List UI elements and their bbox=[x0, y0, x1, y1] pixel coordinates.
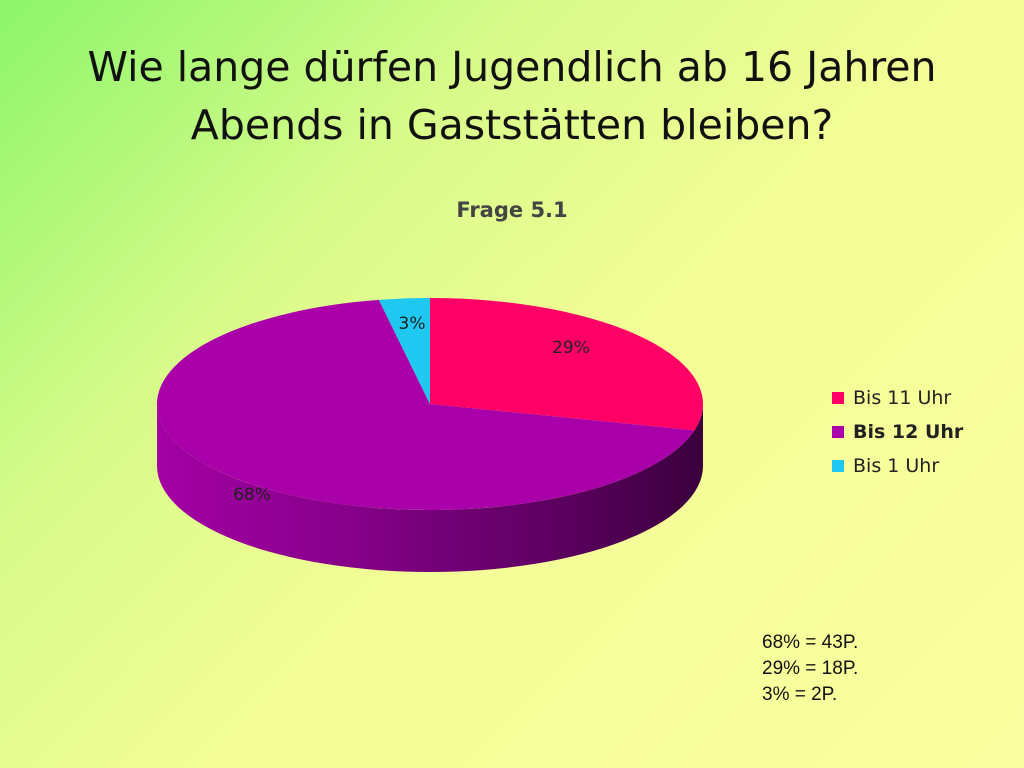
slide-title-line-2: Abends in Gaststätten bleiben? bbox=[190, 101, 834, 149]
note-line: 3% = 2P. bbox=[762, 684, 838, 705]
pie-slice-bis-1-uhr bbox=[378, 298, 430, 404]
legend-swatch bbox=[832, 426, 844, 438]
data-label-bis-1-uhr: 3% bbox=[399, 314, 426, 334]
legend-label: Bis 1 Uhr bbox=[853, 455, 940, 477]
legend-item-bis-12-uhr: Bis 12 Uhr bbox=[832, 415, 963, 449]
slide-title-line-1: Wie lange dürfen Jugendlich ab 16 Jahren bbox=[87, 43, 937, 91]
pie-slice-bis-12-uhr bbox=[156, 299, 695, 510]
legend-item-bis-1-uhr: Bis 1 Uhr bbox=[832, 449, 963, 483]
legend-item-bis-11-uhr: Bis 11 Uhr bbox=[832, 381, 963, 415]
slide-title: Wie lange dürfen Jugendlich ab 16 Jahren… bbox=[0, 38, 1024, 154]
note-line: 29% = 18P. bbox=[762, 658, 859, 679]
data-label-bis-12-uhr: 68% bbox=[233, 485, 271, 505]
legend-label: Bis 12 Uhr bbox=[853, 421, 964, 443]
note-line: 68% = 43P. bbox=[762, 632, 859, 653]
chart-title: Frage 5.1 bbox=[456, 198, 568, 222]
legend-swatch bbox=[832, 392, 844, 404]
legend-label: Bis 11 Uhr bbox=[853, 387, 952, 409]
legend: Bis 11 Uhr Bis 12 Uhr Bis 1 Uhr bbox=[832, 381, 963, 483]
pie-side-wall bbox=[157, 404, 703, 572]
data-label-bis-11-uhr: 29% bbox=[552, 338, 590, 358]
participant-counts: 68% = 43P. 29% = 18P. 3% = 2P. bbox=[762, 630, 858, 708]
legend-swatch bbox=[832, 460, 844, 472]
pie-slice-bis-11-uhr bbox=[430, 298, 703, 431]
